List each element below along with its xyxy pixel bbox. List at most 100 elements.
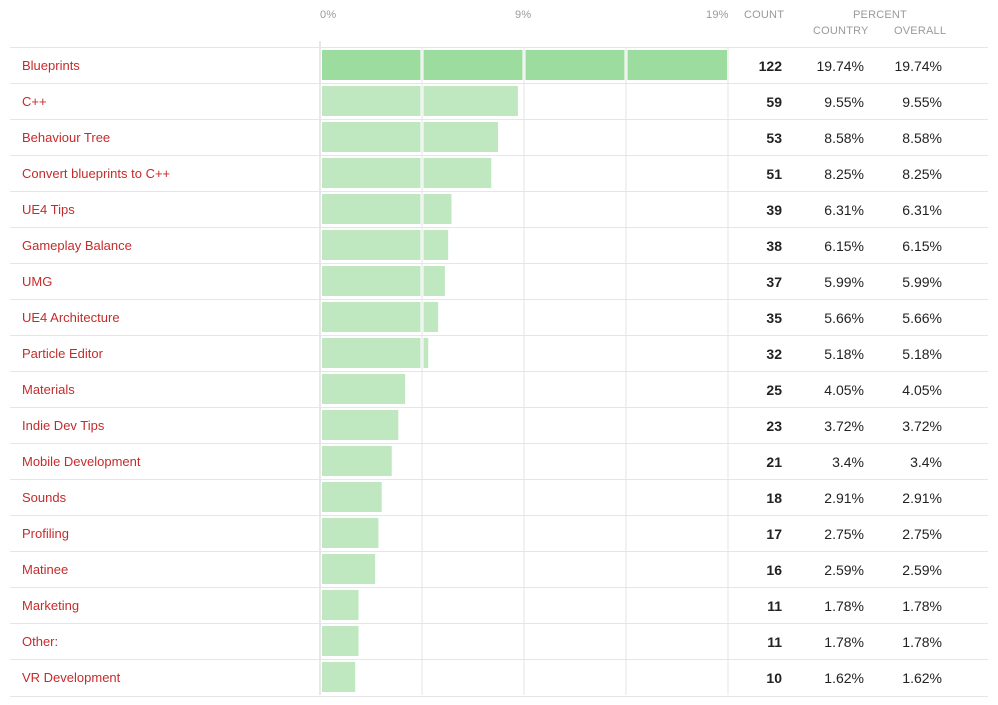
category-link[interactable]: UE4 Tips xyxy=(22,202,75,217)
category-link[interactable]: UE4 Architecture xyxy=(22,310,120,325)
count-value: 122 xyxy=(758,58,782,74)
bar xyxy=(322,338,429,368)
table-row: Particle Editor 32 5.18% 5.18% xyxy=(10,335,988,372)
country-percent: 6.31% xyxy=(824,202,864,218)
country-percent: 5.18% xyxy=(824,346,864,362)
overall-percent: 6.15% xyxy=(902,238,942,254)
table-row: Materials 25 4.05% 4.05% xyxy=(10,371,988,408)
bar xyxy=(322,482,382,512)
category-link[interactable]: Convert blueprints to C++ xyxy=(22,166,171,181)
bar xyxy=(322,302,439,332)
table-row: Profiling 17 2.75% 2.75% xyxy=(10,515,988,552)
count-value: 16 xyxy=(766,562,782,578)
country-percent: 2.75% xyxy=(824,526,864,542)
bar xyxy=(322,626,359,656)
count-header: COUNT xyxy=(744,9,785,21)
overall-percent: 3.4% xyxy=(910,454,942,470)
table-row: Blueprints 122 19.74% 19.74% xyxy=(10,47,988,84)
category-link[interactable]: Gameplay Balance xyxy=(22,238,132,253)
category-link[interactable]: C++ xyxy=(22,94,47,109)
overall-percent: 3.72% xyxy=(902,418,942,434)
category-link[interactable]: Materials xyxy=(22,382,75,397)
country-percent: 3.72% xyxy=(824,418,864,434)
category-link[interactable]: Matinee xyxy=(22,562,69,577)
category-link[interactable]: Mobile Development xyxy=(22,454,141,469)
country-percent: 6.15% xyxy=(824,238,864,254)
table-row: Marketing 11 1.78% 1.78% xyxy=(10,587,988,624)
table-row: UE4 Architecture 35 5.66% 5.66% xyxy=(10,299,988,336)
category-link[interactable]: Profiling xyxy=(22,526,69,541)
category-link[interactable]: Sounds xyxy=(22,490,67,505)
count-value: 38 xyxy=(766,238,782,254)
bar xyxy=(322,266,445,296)
category-link[interactable]: Marketing xyxy=(22,598,80,613)
category-link[interactable]: Particle Editor xyxy=(22,346,103,361)
country-header: COUNTRY xyxy=(813,25,869,37)
country-percent: 5.66% xyxy=(824,310,864,326)
bar xyxy=(322,374,406,404)
country-percent: 8.58% xyxy=(824,130,864,146)
overall-percent: 6.31% xyxy=(902,202,942,218)
overall-percent: 1.78% xyxy=(902,598,942,614)
overall-percent: 2.91% xyxy=(902,490,942,506)
bar xyxy=(322,554,376,584)
category-link[interactable]: VR Development xyxy=(22,670,121,685)
country-percent: 5.99% xyxy=(824,274,864,290)
country-percent: 19.74% xyxy=(816,58,864,74)
count-value: 59 xyxy=(766,94,782,110)
count-value: 53 xyxy=(766,130,782,146)
category-link[interactable]: Blueprints xyxy=(22,58,80,73)
x-tick-label: 0% xyxy=(320,9,337,21)
country-percent: 1.78% xyxy=(824,634,864,650)
bar xyxy=(322,410,399,440)
table-row: UMG 37 5.99% 5.99% xyxy=(10,263,988,300)
count-value: 51 xyxy=(766,166,782,182)
bar xyxy=(322,662,356,692)
percent-header: PERCENT xyxy=(853,9,907,21)
count-value: 25 xyxy=(766,382,782,398)
category-link[interactable]: UMG xyxy=(22,274,53,289)
overall-header: OVERALL xyxy=(894,25,947,37)
bar xyxy=(322,446,392,476)
count-value: 32 xyxy=(766,346,782,362)
bar xyxy=(322,518,379,548)
table-row: Mobile Development 21 3.4% 3.4% xyxy=(10,443,988,480)
bar xyxy=(322,86,518,116)
bar xyxy=(322,230,449,260)
count-value: 17 xyxy=(766,526,782,542)
table-row: VR Development 10 1.62% 1.62% xyxy=(10,659,988,697)
country-percent: 2.91% xyxy=(824,490,864,506)
category-link[interactable]: Indie Dev Tips xyxy=(22,418,105,433)
count-value: 11 xyxy=(767,598,782,614)
category-link[interactable]: Other: xyxy=(22,634,59,649)
count-value: 35 xyxy=(766,310,782,326)
x-tick-label: 19% xyxy=(706,9,729,21)
overall-percent: 8.58% xyxy=(902,130,942,146)
table-row: C++ 59 9.55% 9.55% xyxy=(10,83,988,120)
bar xyxy=(322,194,452,224)
overall-percent: 8.25% xyxy=(902,166,942,182)
category-link[interactable]: Behaviour Tree xyxy=(22,130,111,145)
overall-percent: 5.99% xyxy=(902,274,942,290)
overall-percent: 5.66% xyxy=(902,310,942,326)
country-percent: 1.62% xyxy=(824,670,864,686)
bar xyxy=(322,590,359,620)
overall-percent: 9.55% xyxy=(902,94,942,110)
country-percent: 8.25% xyxy=(824,166,864,182)
bar xyxy=(322,122,499,152)
overall-percent: 1.62% xyxy=(902,670,942,686)
overall-percent: 2.59% xyxy=(902,562,942,578)
table-row: UE4 Tips 39 6.31% 6.31% xyxy=(10,191,988,228)
country-percent: 1.78% xyxy=(824,598,864,614)
count-value: 37 xyxy=(766,274,782,290)
country-percent: 2.59% xyxy=(824,562,864,578)
bar xyxy=(322,158,492,188)
table-row: Indie Dev Tips 23 3.72% 3.72% xyxy=(10,407,988,444)
overall-percent: 5.18% xyxy=(902,346,942,362)
count-value: 39 xyxy=(766,202,782,218)
table-row: Other: 11 1.78% 1.78% xyxy=(10,623,988,660)
country-percent: 9.55% xyxy=(824,94,864,110)
count-value: 23 xyxy=(766,418,782,434)
count-value: 21 xyxy=(766,454,782,470)
overall-percent: 4.05% xyxy=(902,382,942,398)
